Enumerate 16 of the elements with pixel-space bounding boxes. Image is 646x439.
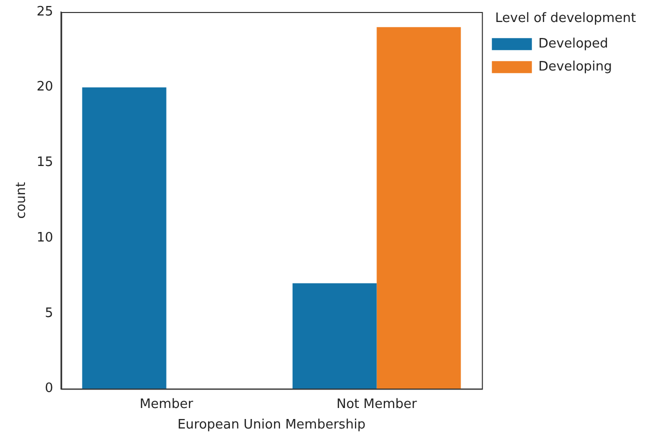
bar: [292, 283, 377, 389]
y-tick-label: 20: [36, 80, 54, 95]
bar: [376, 27, 461, 389]
x-axis-title: European Union Membership: [177, 418, 366, 433]
legend-label: Developed: [538, 36, 608, 52]
y-tick-label: 10: [36, 230, 54, 246]
legend-label: Developing: [538, 59, 612, 74]
x-tick-label: Member: [140, 396, 194, 412]
y-axis-title: count: [14, 182, 30, 219]
legend-title: Level of development: [495, 10, 636, 26]
y-tick-label: 15: [36, 155, 54, 170]
bar: [82, 87, 166, 389]
y-tick-label: 5: [44, 306, 54, 321]
x-tick-label: Not Member: [336, 396, 418, 412]
y-tick-label: 0: [44, 381, 54, 396]
y-tick-label: 25: [36, 4, 54, 20]
